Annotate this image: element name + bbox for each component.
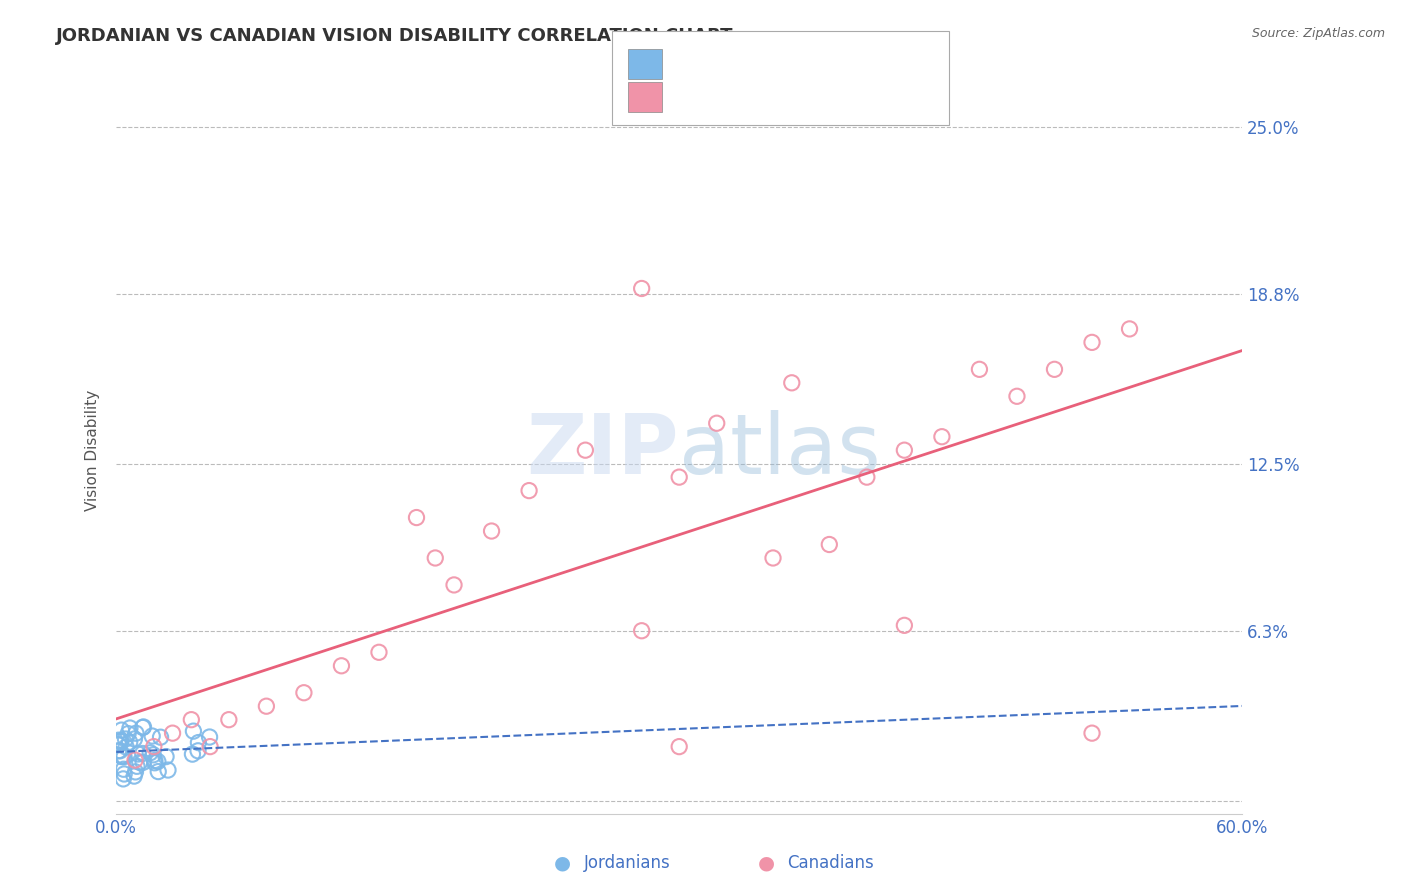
Point <box>111 749 134 764</box>
Point <box>125 726 148 740</box>
Point <box>108 744 131 758</box>
Point <box>112 749 135 764</box>
Point <box>630 281 652 295</box>
Point <box>112 772 135 786</box>
Point <box>110 733 132 747</box>
Text: R = 0.077   N = 45: R = 0.077 N = 45 <box>669 55 827 73</box>
Point <box>706 416 728 430</box>
Point <box>630 624 652 638</box>
Point <box>127 747 149 761</box>
Point <box>443 578 465 592</box>
Point <box>132 720 155 734</box>
Point <box>254 699 277 714</box>
Point <box>1118 322 1140 336</box>
Point <box>143 756 166 770</box>
Text: Source: ZipAtlas.com: Source: ZipAtlas.com <box>1251 27 1385 40</box>
Point <box>183 724 205 739</box>
Point <box>124 731 146 746</box>
Point <box>118 721 141 735</box>
Point <box>115 739 138 754</box>
Point <box>110 723 132 738</box>
Point <box>931 430 953 444</box>
Text: R = 0.697   N = 35: R = 0.697 N = 35 <box>669 88 827 106</box>
Point <box>110 734 132 748</box>
Point <box>1081 726 1104 740</box>
Point <box>142 747 165 762</box>
Point <box>780 376 803 390</box>
Point <box>969 362 991 376</box>
Point <box>574 443 596 458</box>
Point <box>139 746 162 760</box>
Point <box>125 759 148 773</box>
Point <box>128 756 150 770</box>
Point <box>893 618 915 632</box>
Point <box>668 470 690 484</box>
Point <box>517 483 540 498</box>
Point <box>481 524 503 538</box>
Point <box>1005 389 1028 403</box>
Point <box>111 749 134 764</box>
Y-axis label: Vision Disability: Vision Disability <box>86 390 100 511</box>
Point <box>856 470 879 484</box>
Point <box>149 730 172 744</box>
Text: JORDANIAN VS CANADIAN VISION DISABILITY CORRELATION CHART: JORDANIAN VS CANADIAN VISION DISABILITY … <box>56 27 734 45</box>
Point <box>107 738 129 752</box>
Text: ●: ● <box>758 854 775 872</box>
Point <box>118 735 141 749</box>
Point <box>162 726 184 740</box>
Point <box>114 731 136 746</box>
Point <box>218 713 240 727</box>
Point <box>292 686 315 700</box>
Point <box>187 735 209 749</box>
Point <box>146 755 169 769</box>
Point <box>1043 362 1066 376</box>
Point <box>107 744 129 758</box>
Text: Canadians: Canadians <box>787 855 875 872</box>
Text: Jordanians: Jordanians <box>583 855 671 872</box>
Point <box>132 721 155 735</box>
Point <box>117 726 139 740</box>
Text: ZIP: ZIP <box>527 409 679 491</box>
Point <box>143 754 166 768</box>
Point <box>111 749 134 764</box>
Point <box>368 645 391 659</box>
Point <box>155 749 177 764</box>
Point <box>187 744 209 758</box>
Point <box>132 756 155 770</box>
Point <box>762 551 785 566</box>
Point <box>180 713 202 727</box>
Point <box>132 747 155 761</box>
Point <box>181 747 204 761</box>
Text: ●: ● <box>554 854 571 872</box>
Point <box>1081 335 1104 350</box>
Point <box>148 764 170 779</box>
Point <box>818 537 841 551</box>
Point <box>112 762 135 776</box>
Text: atlas: atlas <box>679 409 882 491</box>
Point <box>198 730 221 744</box>
Point <box>107 733 129 747</box>
Point <box>330 658 353 673</box>
Point <box>112 767 135 781</box>
Point <box>198 739 221 754</box>
Point <box>405 510 427 524</box>
Point <box>122 769 145 783</box>
Point <box>124 764 146 779</box>
Point <box>668 739 690 754</box>
Point <box>425 551 447 566</box>
Point <box>893 443 915 458</box>
Point <box>156 763 179 777</box>
Point <box>142 739 165 754</box>
Point <box>141 729 163 743</box>
Point <box>124 753 146 767</box>
